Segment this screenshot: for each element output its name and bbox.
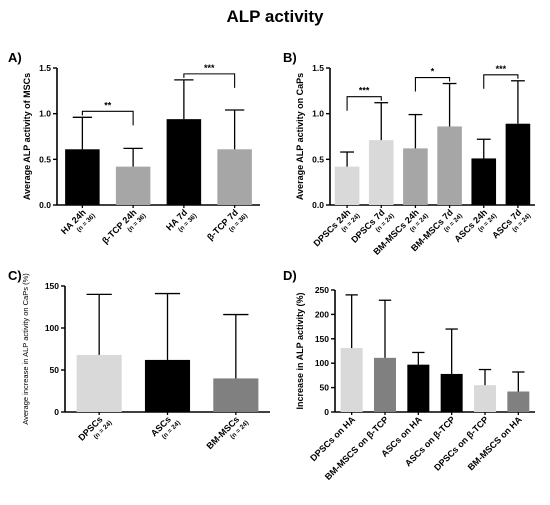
bar <box>440 373 463 412</box>
bar <box>407 364 430 412</box>
y-tick-label: 1.0 <box>312 109 324 119</box>
bar <box>65 149 100 205</box>
significance-bracket <box>81 110 134 126</box>
y-axis-title: Average ALP activity of MSCs <box>22 73 32 200</box>
bar <box>437 126 462 205</box>
panel-label: A) <box>8 50 22 65</box>
bar <box>334 166 360 205</box>
y-tick-label: 200 <box>315 309 329 319</box>
significance-bracket <box>346 96 382 111</box>
bar <box>76 354 122 412</box>
bar <box>340 348 363 412</box>
bar <box>374 357 396 412</box>
significance-bracket <box>414 76 451 92</box>
bar <box>403 148 428 205</box>
panel-label: C) <box>8 268 22 283</box>
panel-label: B) <box>283 50 297 65</box>
y-tick-label: 50 <box>50 365 60 375</box>
y-tick-label: 0.5 <box>312 154 324 164</box>
y-tick-label: 0.5 <box>39 154 51 164</box>
y-tick-label: 250 <box>315 285 329 295</box>
bar <box>166 119 202 205</box>
significance-label: ** <box>104 100 112 110</box>
figure-title: ALP activity <box>226 7 324 26</box>
significance-label: *** <box>359 86 370 96</box>
y-tick-label: 1.5 <box>312 63 324 73</box>
y-tick-label: 150 <box>315 334 329 344</box>
y-tick-label: 150 <box>45 281 59 291</box>
y-axis-title: Increase in ALP activity (%) <box>295 292 305 409</box>
y-tick-label: 50 <box>320 383 330 393</box>
y-axis-title: Average increase in ALP activity on CaPs… <box>21 273 30 425</box>
bar <box>144 359 191 412</box>
panel-d-chart: D) 0 50 100 150 200 250 Increase in ALP activit… <box>283 268 535 482</box>
significance-label: *** <box>496 64 507 74</box>
panel-a-chart: A) 0.0 0.5 1.0 1.5 Average ALP activity of MS… <box>8 50 260 246</box>
y-tick-label: 1.0 <box>39 109 51 119</box>
y-tick-label: 0.0 <box>312 200 324 210</box>
panel-c-chart: C) 0 50 100 150 Average increase in ALP activ… <box>8 268 270 451</box>
significance-bracket <box>183 73 236 88</box>
bar <box>507 391 530 412</box>
significance-bracket <box>483 74 519 89</box>
y-tick-label: 100 <box>315 358 329 368</box>
x-category-label: BM-MSCS on β-TCP <box>323 414 391 482</box>
bar <box>115 166 151 205</box>
significance-label: * <box>431 67 435 77</box>
y-tick-label: 100 <box>45 323 59 333</box>
bar <box>213 378 259 412</box>
bar <box>505 123 531 205</box>
y-tick-label: 0 <box>324 407 329 417</box>
bar <box>474 385 496 412</box>
y-tick-label: 1.5 <box>39 63 51 73</box>
panel-label: D) <box>283 268 297 283</box>
bar <box>471 158 497 205</box>
panel-b-chart: B) 0.0 0.5 1.0 1.5 Average ALP activity on Ca… <box>283 50 535 257</box>
y-tick-label: 0.0 <box>39 200 51 210</box>
bar <box>368 140 394 205</box>
y-axis-title: Average ALP activity on CaPs <box>295 73 305 200</box>
y-tick-label: 0 <box>54 407 59 417</box>
significance-label: *** <box>204 63 215 73</box>
bar <box>217 149 252 205</box>
